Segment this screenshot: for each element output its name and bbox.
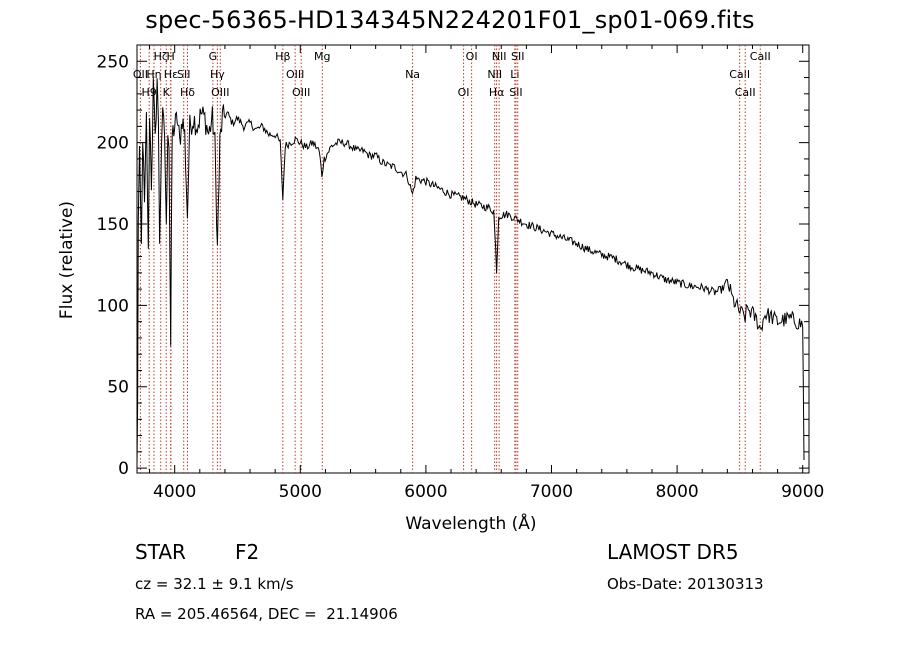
y-tick-label: 0 xyxy=(118,459,129,479)
spectral-line-label: SII xyxy=(511,50,524,63)
x-tick-label: 7000 xyxy=(530,482,573,502)
spectral-line-label: OI xyxy=(466,50,478,63)
spectral-line-label: OIII xyxy=(211,86,229,99)
survey-name: LAMOST DR5 xyxy=(607,540,739,564)
spectral-line-label: CaII xyxy=(735,86,756,99)
redshift-velocity: cz = 32.1 ± 9.1 km/s xyxy=(135,575,294,593)
spectral-line-label: Hζ xyxy=(154,50,168,63)
coordinates: RA = 205.46564, DEC = 21.14906 xyxy=(135,605,398,623)
y-tick-label: 150 xyxy=(97,215,129,235)
x-tick-label: 9000 xyxy=(781,482,824,502)
spectral-line-label: CaII xyxy=(729,68,750,81)
y-tick-label: 200 xyxy=(97,134,129,154)
spectral-line-label: Hγ xyxy=(210,68,225,81)
chart-title: spec-56365-HD134345N224201F01_sp01-069.f… xyxy=(145,6,755,34)
spectral-line-label: Hη xyxy=(146,68,161,81)
spectral-line-label: Li xyxy=(510,68,519,81)
spectral-line-label: NII xyxy=(492,50,507,63)
spectral-line-label: Hβ xyxy=(275,50,290,63)
spectral-line-label: Hε xyxy=(164,68,178,81)
y-axis-label: Flux (relative) xyxy=(57,201,77,319)
spectral-line-label: SII xyxy=(509,86,522,99)
spectral-line-label: Hα xyxy=(489,86,505,99)
spectral-line-label: Hδ xyxy=(180,86,195,99)
x-tick-label: 8000 xyxy=(655,482,698,502)
y-tick-label: 250 xyxy=(97,52,129,72)
spectral-line-label: CaII xyxy=(750,50,771,63)
spectral-line-label: OII xyxy=(133,68,148,81)
x-tick-label: 5000 xyxy=(279,482,322,502)
spectral-line-label: SII xyxy=(177,68,190,81)
x-axis-label: Wavelength (Å) xyxy=(405,512,536,534)
spectral-line-label: OIII xyxy=(292,86,310,99)
axis-ticks: 4000 5000 6000 7000 8000 9000 0 50 100 150 200 250 xyxy=(97,45,824,502)
y-tick-label: 100 xyxy=(97,296,129,316)
spectral-line-markers: OIIH9HηHζKHHεSIIHδGHγOIIIHβOIIIOIIIMgNaO… xyxy=(133,45,771,473)
object-class: STAR xyxy=(135,540,186,564)
object-subclass: F2 xyxy=(235,540,260,564)
spectral-line-label: K xyxy=(163,86,171,99)
plot-frame xyxy=(136,44,810,474)
spectral-line-label: NII xyxy=(487,68,502,81)
x-tick-label: 6000 xyxy=(404,482,447,502)
spectral-line-label: OIII xyxy=(286,68,304,81)
y-tick-label: 50 xyxy=(107,378,129,398)
spectrum-line xyxy=(136,78,805,465)
spectral-line-label: Mg xyxy=(314,50,330,63)
spectral-line-label: Na xyxy=(405,68,420,81)
spectral-line-label: H9 xyxy=(142,86,157,99)
x-tick-label: 4000 xyxy=(153,482,196,502)
spectral-line-label: OI xyxy=(458,86,470,99)
observation-date: Obs-Date: 20130313 xyxy=(607,575,764,593)
spectral-line-label: G xyxy=(209,50,218,63)
